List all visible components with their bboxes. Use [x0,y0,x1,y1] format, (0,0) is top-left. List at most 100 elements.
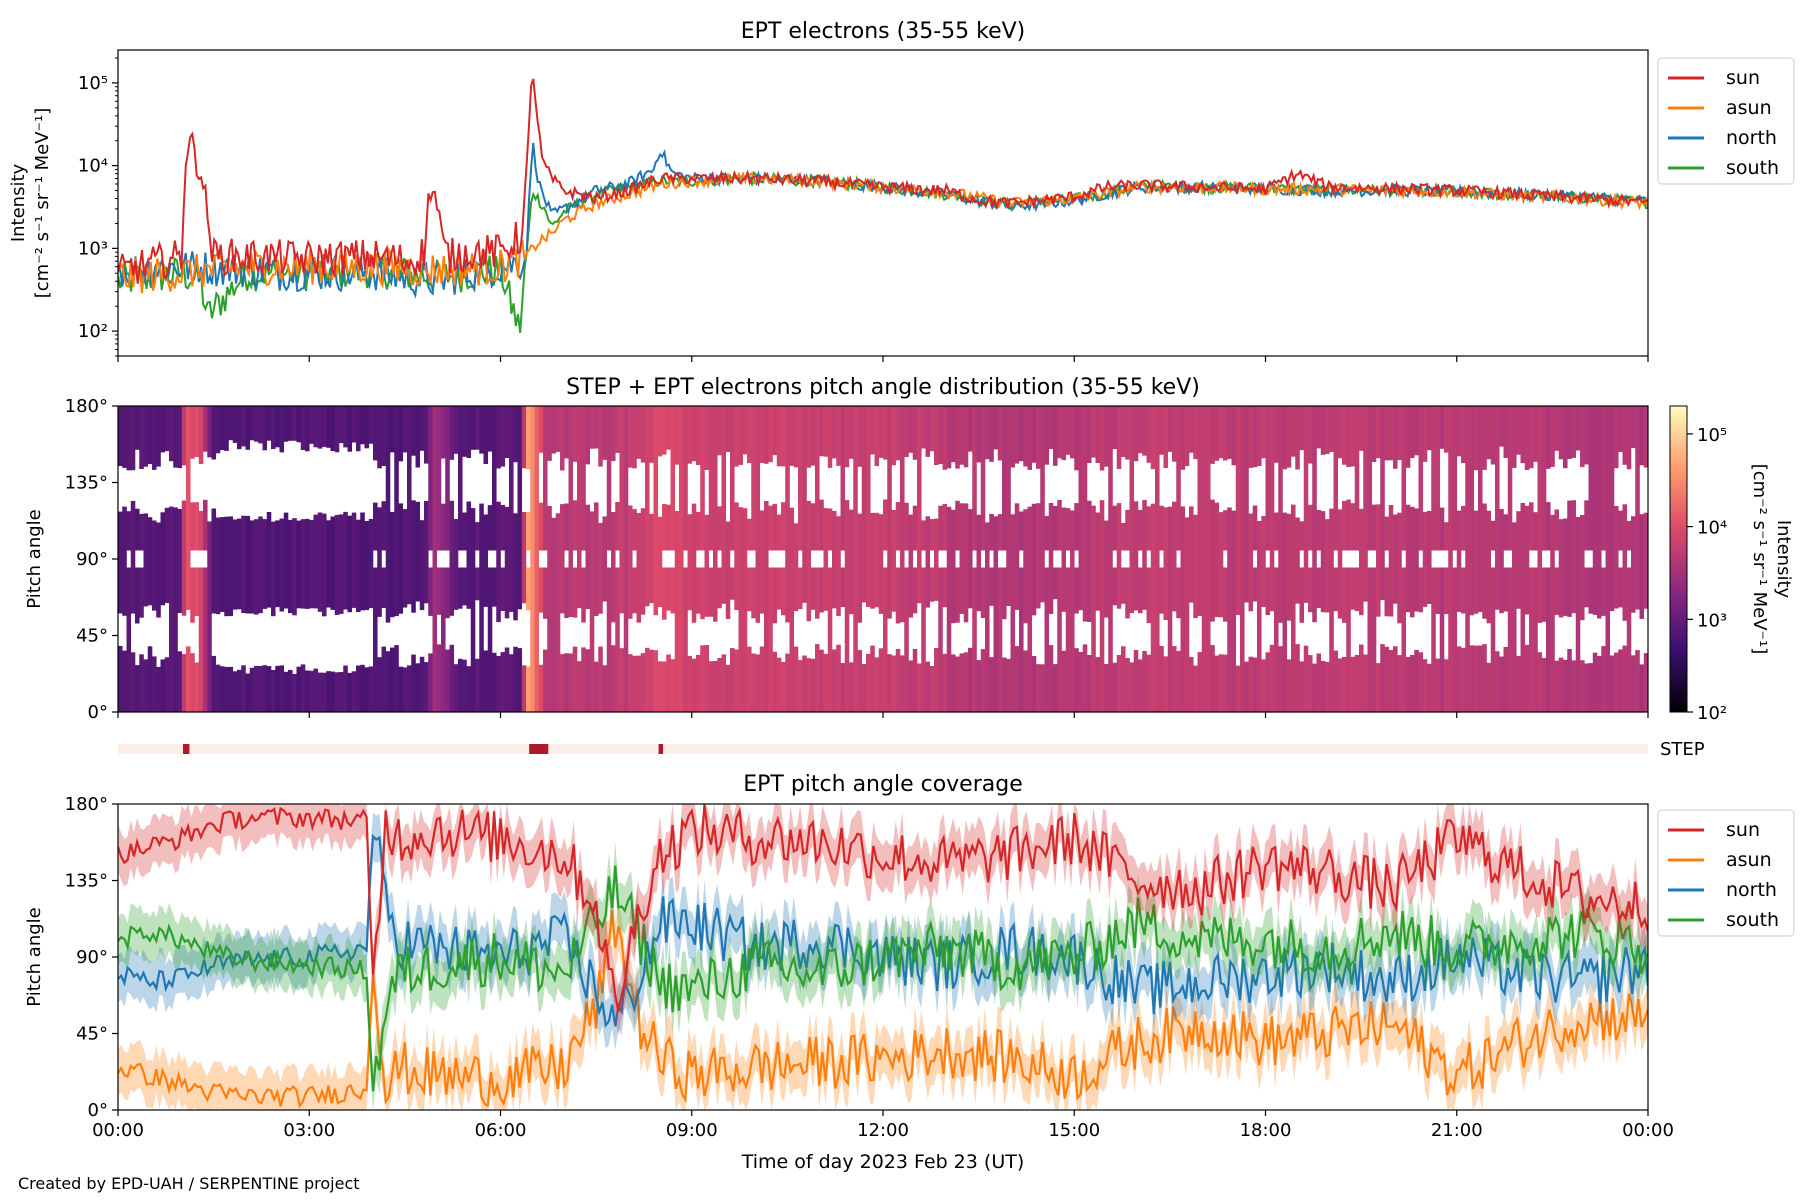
intensity-series-group [118,78,1648,333]
spectrogram-cell [997,406,1003,461]
spectrogram-cell [827,508,833,551]
spectrogram-cell [458,658,463,712]
spectrogram-cell [458,567,463,609]
spectrogram-cell [1418,406,1424,551]
spectrogram-cell [1626,567,1632,712]
coverage-line-asun [118,910,1648,1109]
y-axis-ticks: 0° 45° 90° 135° 180° [65,396,118,723]
spectrogram-cell [543,406,548,551]
spectrogram-cell [679,406,684,712]
spectrogram-cell [432,406,438,712]
spectrogram-cell [819,567,824,613]
spectrogram-cell [402,406,408,453]
step-label: STEP [1660,739,1705,760]
spectrogram-cell [555,406,561,452]
spectrogram-cell [449,644,455,712]
spectrogram-cell [449,406,455,460]
spectrogram-cell [589,511,595,712]
spectrogram-cell [572,500,578,551]
y-tick-label: 180° [65,396,108,417]
y-tick-label: 10⁵ [78,73,108,94]
spectrogram-cell [220,406,225,451]
spectrogram-cell [1337,406,1343,459]
spectrogram-cell [853,406,858,712]
spectrogram-cell [521,665,527,712]
spectrogram-cell [1010,514,1016,712]
spectrogram-cell [1159,645,1164,712]
y-axis-label: Pitch angle [24,907,45,1006]
spectrogram-cell [1393,514,1398,604]
spectrogram-cell [1121,406,1126,457]
spectrogram-cell [849,406,854,459]
spectrogram-cell [1346,567,1351,712]
spectrogram-cell [857,649,863,712]
spectrogram-cell [360,664,365,712]
spectrogram-cell [1601,406,1606,551]
spectrogram-cell [955,500,960,551]
spectrogram-cell [929,666,935,712]
spectrogram-cell [1112,505,1118,551]
spectrogram-cell [619,406,625,614]
spectrogram-cell [534,406,540,712]
spectrogram-cell [1435,567,1441,615]
spectrogram-cell [704,406,710,470]
spectrogram-cell [504,647,510,712]
spectrogram-cell [1512,522,1517,712]
spectrogram-cell [1575,406,1581,451]
spectrogram-cell [670,406,676,551]
spectrogram-cell [1227,406,1232,459]
spectrogram-cell [194,502,200,551]
y-axis-ticks: 0° 45° 90° 135° 180° [65,794,118,1121]
spectrogram-cell [164,406,170,452]
spectrogram-cell [1252,406,1258,468]
spectrogram-cell [1044,406,1050,465]
spectrogram-cell [980,406,986,551]
spectrogram-cell [1193,514,1198,619]
coverage-line-north [118,833,1648,1028]
spectrogram-cell [1550,406,1555,467]
spectrogram-cell [781,406,786,467]
spectrogram-cell [959,503,965,614]
spectrogram-cell [496,406,501,469]
spectrogram-cell [1495,651,1500,712]
spectrogram-cell [1614,506,1619,609]
spectrogram-cell [453,406,459,454]
spectrogram-cell [1333,406,1339,551]
spectrogram-cell [1461,505,1466,551]
spectrogram-cell [390,647,395,712]
spectrogram-cell [572,646,578,712]
spectrogram-cell [326,520,331,608]
spectrogram-cell [1121,523,1126,551]
spectrogram-cell [283,671,289,712]
spectrogram-cell [373,406,378,461]
spectrogram-cell [1401,406,1407,551]
x-tick-label: 00:00 [92,1120,144,1141]
spectrogram-cell [1138,659,1143,712]
spectrogram-cell [717,567,722,609]
spectrogram-cell [309,520,314,609]
colorbar [1669,405,1688,713]
spectrogram-cell [1163,406,1169,468]
spectrogram-cell [611,406,616,462]
spectrogram-cell [1099,406,1105,471]
spectrogram-cell [730,567,735,600]
legend-box [1657,809,1795,937]
spectrogram-cell [619,648,625,712]
spectrogram-cell [1057,499,1062,551]
spectrogram-cell [347,515,353,613]
spectrogram-cell [1614,652,1619,712]
spectrogram-cell [245,515,251,614]
spectrogram-cell [963,652,969,712]
spectrogram-cell [1014,406,1020,464]
spectrogram-cell [810,658,816,712]
spectrogram-cell [1643,406,1648,468]
spectrogram-cell [1626,520,1632,551]
spectrogram-cell [921,567,926,712]
coverage-band-asun [118,886,1648,1110]
spectrogram-cell [781,567,786,616]
spectrogram-cell [1580,660,1585,712]
spectrogram-cell [1240,406,1245,712]
spectrogram-cell [424,662,429,712]
spectrogram-cell [1176,406,1181,551]
spectrogram-cell [1635,406,1640,610]
